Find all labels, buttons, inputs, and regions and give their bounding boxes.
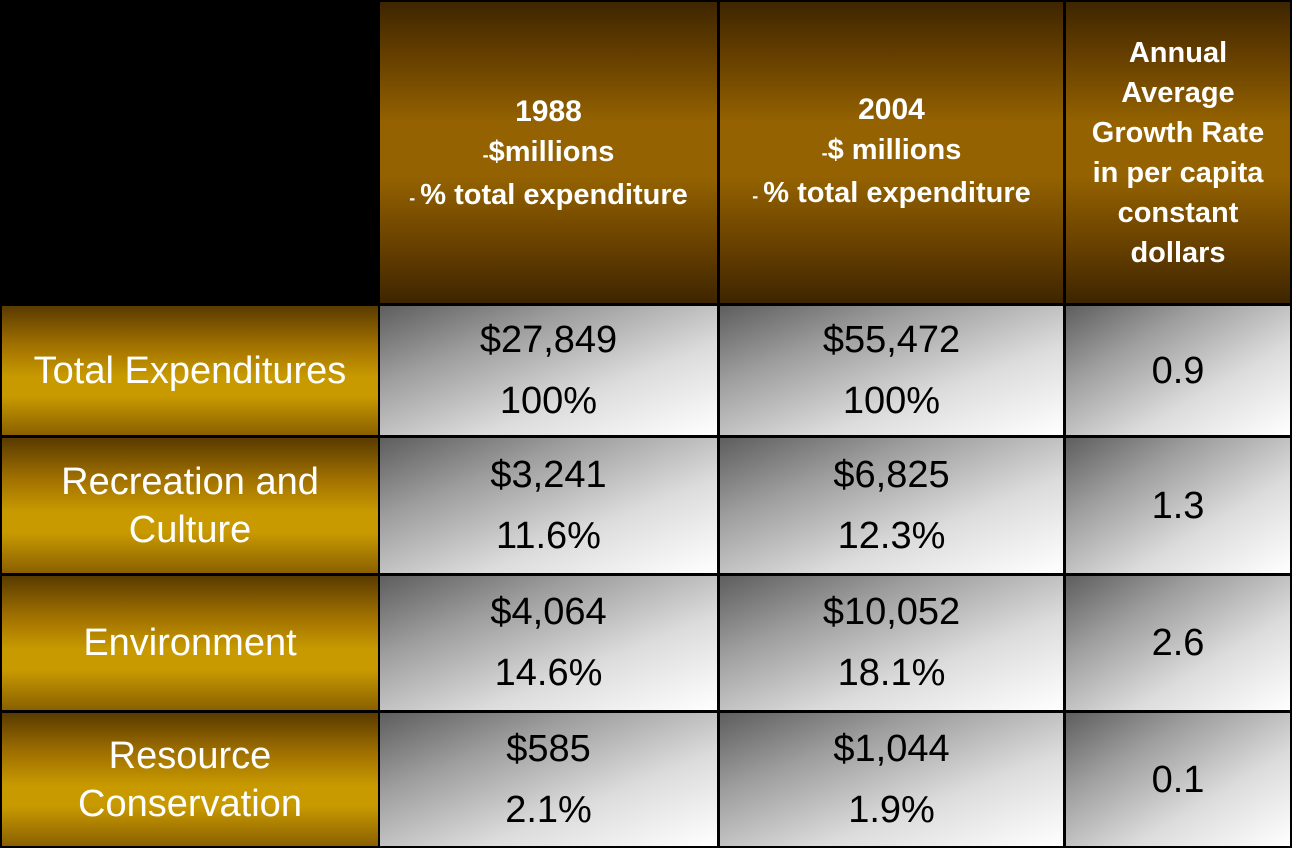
table-cell-2004-environment: $10,052 18.1% (720, 576, 1063, 710)
cell-growth: 0.1 (1151, 758, 1205, 801)
row-header-label: Environment (83, 622, 297, 664)
cell-value: $27,849 (479, 318, 618, 361)
cell-value: $1,044 (833, 727, 950, 770)
cell-percent: 1.9% (848, 788, 935, 831)
row-header-environment: Environment (2, 576, 378, 710)
column-header-1988: 1988 -$millions - % total expenditure (380, 2, 717, 303)
table-cell-1988-resource: $585 2.1% (380, 713, 717, 846)
column-header-1988-year: 1988 (515, 94, 582, 128)
growth-header-line: dollars (1130, 236, 1226, 269)
cell-value: $3,241 (490, 453, 607, 496)
table-cell-2004-total: $55,472 100% (720, 306, 1063, 435)
cell-percent: 100% (842, 379, 941, 422)
table-cell-2004-recreation: $6,825 12.3% (720, 438, 1063, 573)
column-header-2004: 2004 -$ millions - % total expenditure (720, 2, 1063, 303)
table-cell-growth-resource: 0.1 (1066, 713, 1290, 846)
cell-percent: 18.1% (837, 652, 946, 694)
cell-growth: 1.3 (1151, 484, 1205, 527)
cell-value: $4,064 (490, 591, 607, 633)
row-header-recreation-culture: Recreation and Culture (2, 438, 378, 573)
cell-value: $55,472 (822, 318, 961, 361)
column-header-2004-unit: -$ millions (821, 133, 962, 166)
growth-header-line: Growth Rate (1091, 116, 1265, 149)
growth-header-line: Annual (1128, 36, 1228, 69)
cell-value: $10,052 (822, 591, 961, 633)
table-cell-1988-total: $27,849 100% (380, 306, 717, 435)
cell-growth: 0.9 (1151, 349, 1205, 392)
row-header-total-expenditures: Total Expenditures (2, 306, 378, 435)
row-header-resource-conservation: Resource Conservation (2, 713, 378, 846)
cell-percent: 100% (499, 379, 598, 422)
corner-cell (0, 0, 378, 304)
growth-header-line: Average (1121, 76, 1235, 109)
growth-header-line: constant (1117, 196, 1239, 229)
column-header-2004-year: 2004 (858, 92, 925, 126)
column-header-growth: Annual Average Growth Rate in per capita… (1066, 2, 1290, 303)
column-header-1988-unit: -$millions (482, 135, 615, 168)
cell-value: $585 (506, 727, 591, 770)
growth-header-line: in per capita (1092, 156, 1264, 189)
cell-percent: 2.1% (505, 788, 592, 831)
table-cell-1988-environment: $4,064 14.6% (380, 576, 717, 710)
table-cell-growth-total: 0.9 (1066, 306, 1290, 435)
cell-growth: 2.6 (1151, 622, 1205, 664)
row-header-label: Recreation and Culture (61, 460, 319, 551)
cell-value: $6,825 (833, 453, 950, 496)
table-cell-growth-recreation: 1.3 (1066, 438, 1290, 573)
row-header-label: Resource Conservation (78, 734, 302, 825)
cell-percent: 14.6% (494, 652, 603, 694)
table-cell-1988-recreation: $3,241 11.6% (380, 438, 717, 573)
cell-percent: 12.3% (837, 514, 946, 557)
row-header-label: Total Expenditures (33, 349, 347, 392)
table-cell-growth-environment: 2.6 (1066, 576, 1290, 710)
cell-percent: 11.6% (496, 514, 601, 557)
column-header-1988-share: - % total expenditure (409, 178, 688, 211)
table-cell-2004-resource: $1,044 1.9% (720, 713, 1063, 846)
column-header-2004-share: - % total expenditure (752, 176, 1031, 209)
